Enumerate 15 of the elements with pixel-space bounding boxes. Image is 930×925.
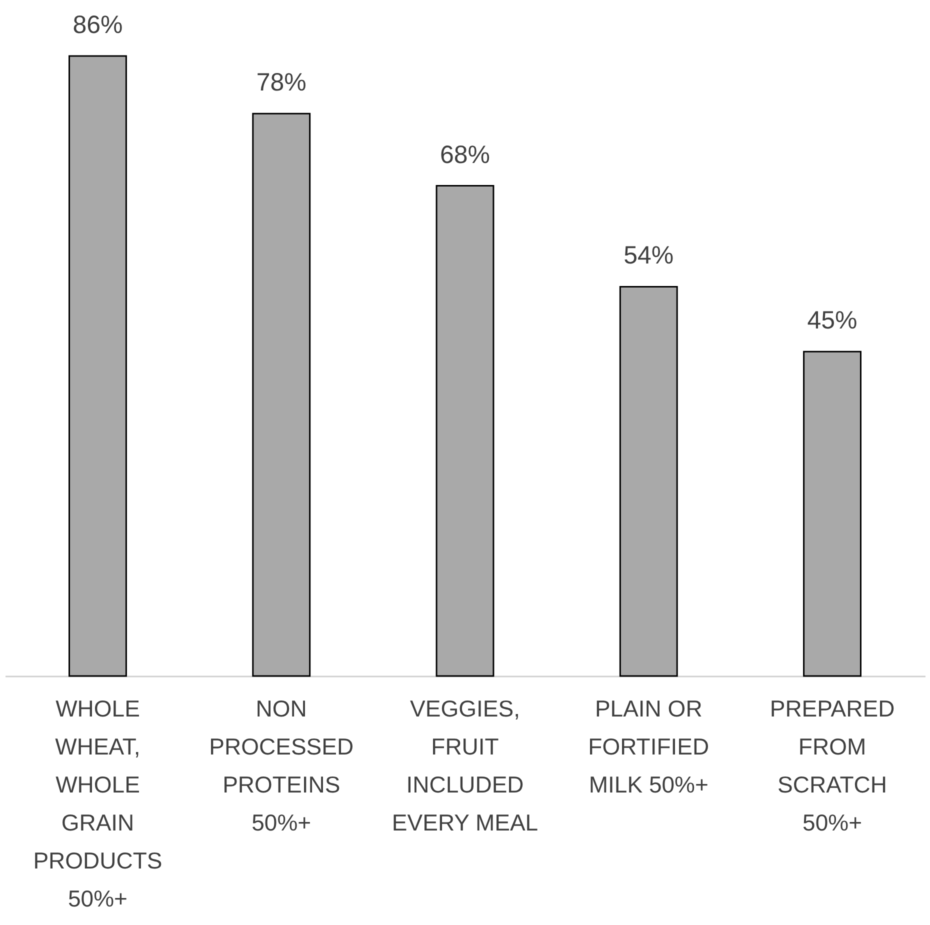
x-tick-label: PREPARED FROM SCRATCH 50%+ — [770, 696, 895, 836]
x-tick-label: NON PROCESSED PROTEINS 50%+ — [209, 696, 354, 836]
bar — [619, 286, 678, 677]
x-tick-label: VEGGIES, FRUIT INCLUDED EVERY MEAL — [392, 696, 538, 836]
x-tick-label: WHOLE WHEAT, WHOLE GRAIN PRODUCTS 50%+ — [33, 696, 162, 912]
data-label: 86% — [72, 11, 123, 39]
bar — [252, 112, 311, 677]
data-label: 45% — [807, 306, 858, 335]
bar — [436, 185, 494, 677]
bar — [803, 350, 862, 677]
data-label: 54% — [624, 242, 674, 270]
bar — [68, 55, 127, 677]
data-label: 68% — [440, 140, 490, 169]
x-tick-label: PLAIN OR FORTIFIED MILK 50%+ — [588, 696, 710, 798]
data-label: 78% — [256, 68, 306, 97]
